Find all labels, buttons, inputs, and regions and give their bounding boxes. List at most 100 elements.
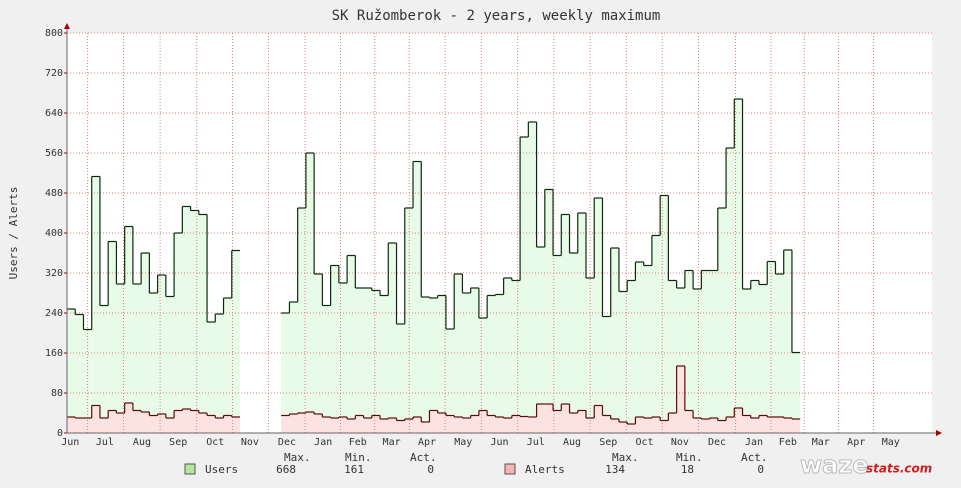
area-step: [429, 298, 438, 433]
area-step: [470, 415, 479, 433]
area-step: [437, 295, 446, 433]
area-step: [544, 404, 554, 433]
area-step: [759, 415, 768, 433]
area-step: [421, 422, 430, 433]
stat-header: Act.: [741, 451, 768, 464]
y-tick-label: 560: [45, 148, 63, 159]
area-step: [338, 283, 348, 433]
area-step: [676, 366, 685, 433]
x-axis-arrow: [936, 430, 942, 436]
legend-swatch: [184, 463, 196, 475]
x-tick-label: Jul: [527, 437, 545, 448]
area-step: [618, 291, 628, 433]
area-step: [108, 241, 117, 433]
area-step: [380, 419, 389, 433]
area-step: [544, 189, 554, 433]
area-step: [289, 414, 298, 433]
x-tick-label: Jun: [490, 437, 508, 448]
area-step: [198, 413, 208, 433]
area-step: [396, 324, 405, 433]
area-step: [305, 412, 315, 433]
area-step: [445, 329, 455, 433]
legend-stat: 0: [757, 463, 764, 476]
chart-title: SK Ružomberok - 2 years, weekly maximum: [332, 8, 661, 24]
stat-header: Act.: [410, 451, 437, 464]
area-step: [528, 417, 537, 433]
area-step: [141, 412, 150, 433]
area-step: [289, 302, 298, 433]
area-step: [297, 413, 306, 433]
area-step: [281, 313, 290, 433]
area-step: [693, 289, 702, 433]
area-step: [215, 314, 224, 433]
area-step: [322, 417, 331, 433]
area-step: [701, 270, 710, 433]
area-step: [775, 417, 784, 433]
area-step: [759, 284, 768, 433]
area-step: [651, 417, 661, 433]
area-step: [437, 413, 446, 433]
area-step: [717, 420, 727, 433]
area-step: [709, 270, 718, 433]
area-step: [520, 416, 529, 433]
area-step: [668, 413, 677, 433]
area-step: [503, 418, 512, 433]
area-step: [149, 293, 158, 433]
area-step: [520, 137, 529, 433]
area-step: [363, 288, 372, 433]
area-step: [495, 417, 504, 433]
x-tick-label: Sep: [599, 437, 617, 448]
area-step: [462, 418, 471, 433]
area-step: [182, 206, 191, 433]
y-tick-label: 0: [57, 428, 63, 439]
area-step: [528, 122, 537, 433]
stat-header: Max.: [612, 451, 639, 464]
area-step: [190, 210, 199, 433]
x-tick-label: Apr: [418, 437, 436, 448]
area-step: [643, 265, 652, 433]
area-step: [635, 417, 644, 433]
x-tick-label: May: [454, 437, 472, 448]
y-tick-label: 320: [45, 268, 63, 279]
logo-sub: stats.com: [866, 462, 932, 476]
area-step: [470, 288, 479, 433]
area-step: [643, 418, 652, 433]
x-tick-label: Nov: [671, 437, 689, 448]
area-step: [371, 415, 381, 433]
area-step: [553, 410, 562, 433]
area-step: [355, 288, 364, 433]
area-step: [701, 419, 710, 433]
y-tick-label: 480: [45, 188, 63, 199]
x-tick-label: Aug: [133, 437, 151, 448]
area-step: [124, 226, 133, 433]
x-tick-label: Dec: [278, 437, 296, 448]
y-tick-label: 720: [45, 68, 63, 79]
area-step: [750, 280, 759, 433]
area-step: [594, 405, 603, 433]
area-step: [223, 298, 232, 433]
area-step: [305, 153, 315, 433]
y-tick-label: 80: [51, 388, 63, 399]
x-tick-label: Nov: [241, 437, 259, 448]
area-step: [577, 410, 586, 433]
legend-stat: 161: [344, 463, 364, 476]
area-step: [536, 247, 545, 433]
area-step: [322, 305, 331, 433]
area-step: [347, 419, 356, 433]
area-step: [182, 409, 191, 433]
area-step: [726, 417, 735, 433]
area-step: [767, 417, 776, 433]
area-step: [627, 424, 636, 433]
area-step: [503, 278, 512, 433]
area-step: [371, 290, 381, 433]
area-step: [445, 415, 455, 433]
x-tick-label: Dec: [708, 437, 726, 448]
x-tick-label: Sep: [169, 437, 187, 448]
area-step: [380, 295, 389, 433]
x-tick-label: Mar: [812, 437, 830, 448]
area-step: [413, 417, 422, 433]
area-step: [404, 208, 413, 433]
area-step: [198, 214, 208, 433]
area-step: [231, 417, 240, 433]
x-tick-label: Jan: [745, 437, 763, 448]
